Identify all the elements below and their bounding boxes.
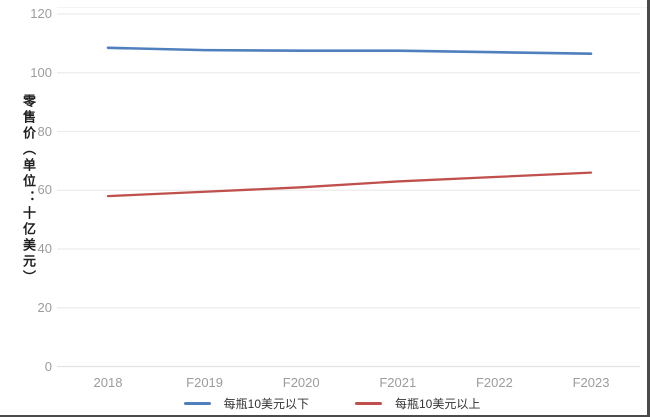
x-tick-label-F2021: F2021 (379, 375, 417, 390)
legend: 每瓶10美元以下 每瓶10美元以上 (0, 395, 647, 412)
x-tick-label-2018: 2018 (93, 375, 123, 390)
legend-line-marker (183, 402, 211, 405)
y-axis-title: 零售价（单位：十亿美元） (21, 94, 36, 286)
y-tick-label-120: 120 (30, 6, 52, 21)
legend-line-marker (355, 402, 382, 405)
series-line-1 (106, 171, 593, 198)
legend-label: 每瓶10美元以下 (223, 397, 309, 411)
y-tick-label-60: 60 (37, 182, 52, 198)
y-tick-label-100: 100 (30, 64, 52, 80)
x-tick-label-F2019: F2019 (186, 375, 224, 390)
legend-item-1: 每瓶10美元以上 (355, 395, 480, 412)
x-tick-label-F2022: F2022 (475, 375, 513, 390)
y-tick-label-80: 80 (37, 123, 52, 139)
y-tick-label-0: 0 (44, 358, 52, 374)
series-line-0 (106, 46, 593, 55)
legend-item-0: 每瓶10美元以下 (183, 395, 309, 412)
x-tick-label-F2020: F2020 (282, 375, 320, 390)
y-tick-label-40: 40 (37, 241, 52, 256)
x-tick-label-F2023: F2023 (572, 375, 610, 390)
y-tick-label-20: 20 (37, 299, 52, 315)
legend-label: 每瓶10美元以上 (395, 397, 481, 411)
